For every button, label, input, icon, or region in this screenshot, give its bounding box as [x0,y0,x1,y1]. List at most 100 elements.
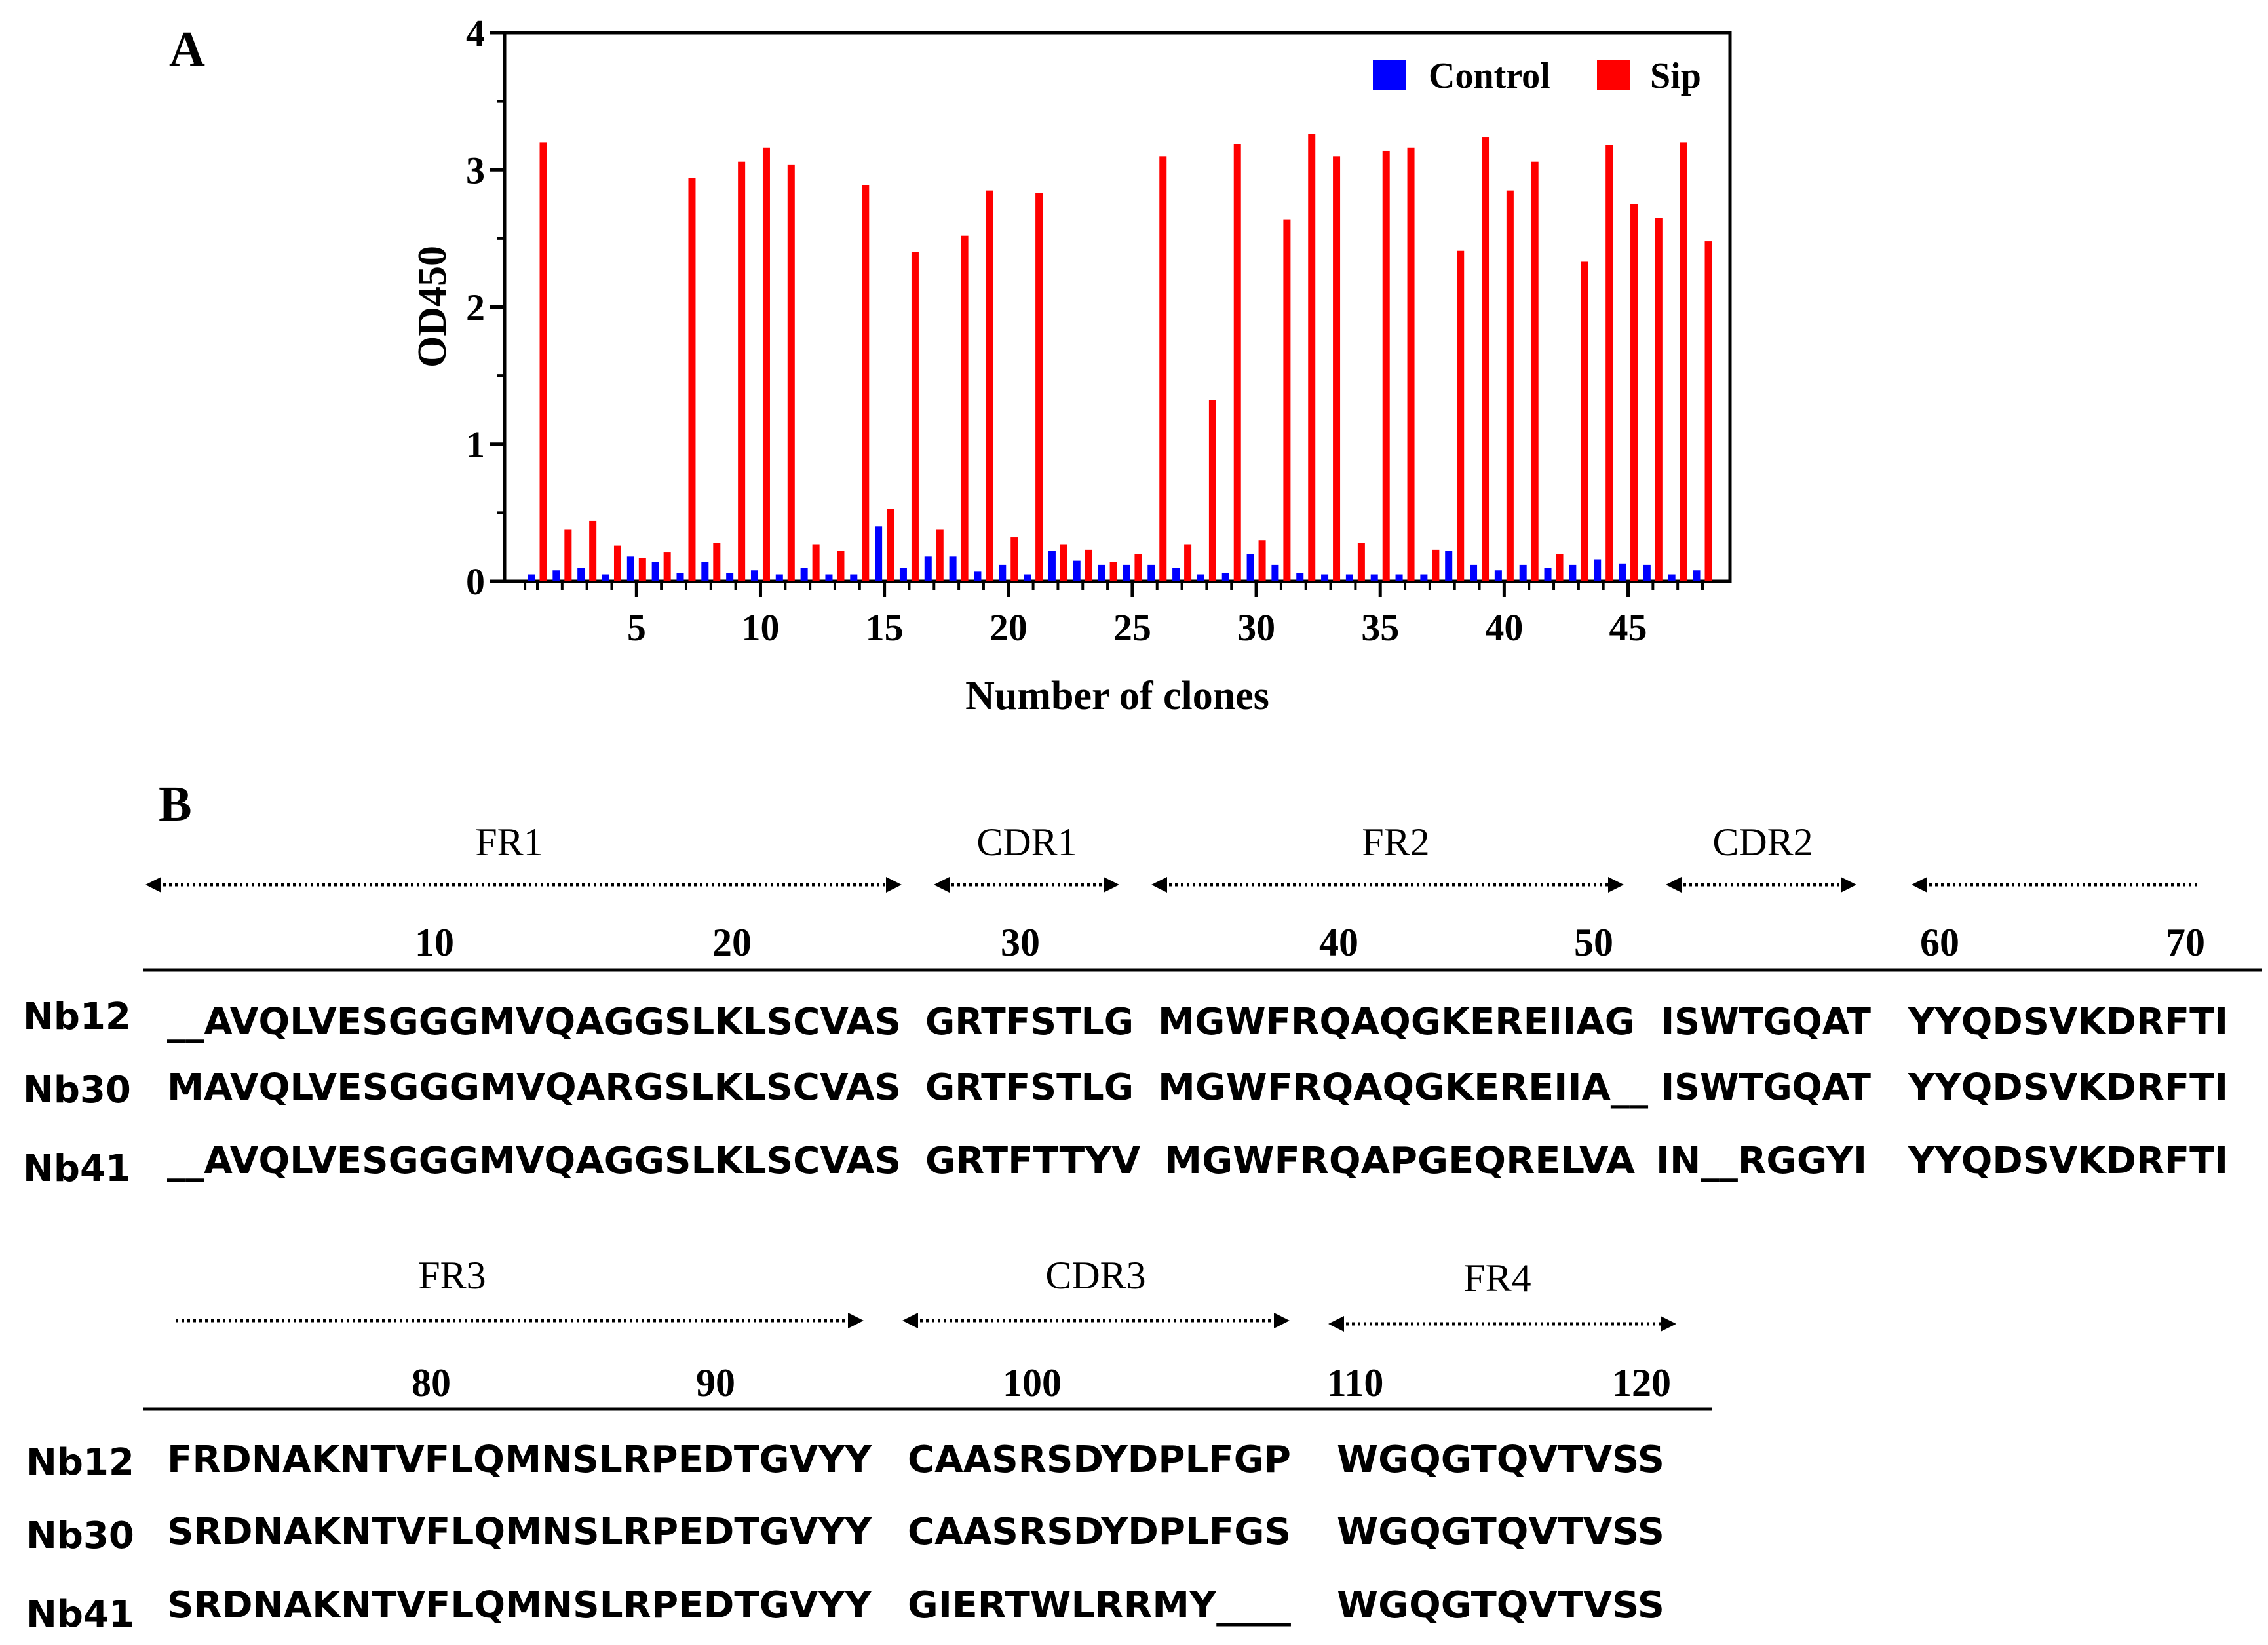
bar-control-clone-12 [800,568,808,581]
arrowhead [1151,877,1167,893]
bar-sip-clone-13 [837,551,845,581]
panel-a-letter: A [169,22,205,77]
bar-sip-clone-26 [1159,156,1167,581]
sequence-segment-cdr1: GRTFTTYV [925,1140,1141,1182]
position-50: 50 [1574,921,1613,964]
bar-control-clone-30 [1246,554,1254,581]
position-100: 100 [1003,1361,1062,1404]
arrowhead [886,877,902,893]
bar-control-clone-21 [1024,574,1031,581]
bar-sip-clone-30 [1258,540,1266,581]
position-90: 90 [696,1361,735,1404]
bar-control-clone-39 [1470,564,1478,581]
bar-control-clone-3 [577,568,585,581]
x-tick-label: 35 [1361,606,1399,649]
sequence-segment-fr4: WGQGTQVTVSS [1337,1584,1664,1627]
y-tick-label: 4 [466,12,485,54]
sequence-segment-cdr1: GRTFSTLG [925,1066,1134,1109]
bar-control-clone-16 [899,568,907,581]
position-40: 40 [1319,921,1358,964]
bar-sip-clone-20 [1010,537,1018,581]
bar-control-clone-5 [626,556,634,581]
bar-control-clone-36 [1395,574,1403,581]
sequence-segment-cdr2: ISWTGQAT [1661,1001,1871,1043]
region-label-cdr2: CDR2 [1712,821,1813,864]
position-30: 30 [1001,921,1040,964]
bar-control-clone-24 [1098,564,1105,581]
bar-control-clone-27 [1172,568,1180,581]
x-tick-label: 10 [741,606,779,649]
bar-sip-clone-41 [1531,161,1539,581]
bar-sip-clone-48 [1704,241,1712,581]
bar-sip-clone-47 [1680,142,1687,581]
bar-sip-clone-8 [713,543,721,581]
y-axis-ticks: 0 1 2 3 4 [466,12,505,603]
y-tick-label: 1 [466,423,485,466]
sequence-name: Nb12 [23,996,131,1038]
region-label-cdr3: CDR3 [1045,1254,1145,1297]
bar-control-clone-22 [1048,551,1056,581]
x-tick-label: 15 [866,606,904,649]
y-tick-label: 3 [466,149,485,191]
y-tick-label: 0 [466,560,485,603]
arrowheads-block2 [848,1313,1676,1332]
region-label-fr1: FR1 [475,821,543,864]
bar-control-clone-40 [1494,570,1502,581]
bar-sip-clone-1 [539,142,547,581]
bar-control-clone-6 [651,562,659,581]
position-120: 120 [1612,1361,1671,1404]
sequence-segment-fr3: SRDNAKNTVFLQMNSLRPEDTGVYY [167,1584,872,1627]
arrowhead [145,877,161,893]
bar-sip-clone-17 [936,529,944,581]
sequence-segment-fr2: MGWFRQAPGEQRELVA [1164,1140,1636,1182]
bar-control-clone-9 [726,573,734,581]
arrowhead [1841,877,1856,893]
bar-sip-clone-10 [762,147,770,581]
bar-control-clone-13 [825,574,833,581]
legend: Control Sip [1373,56,1701,96]
bar-control-clone-2 [552,570,560,581]
bar-sip-clone-40 [1506,190,1514,581]
bar-sip-clone-32 [1308,134,1316,582]
bar-sip-clone-24 [1109,562,1117,581]
bar-sip-clone-4 [613,545,621,581]
bar-control-clone-34 [1345,574,1353,581]
bar-sip-clone-23 [1085,549,1092,581]
sequence-segment-fr3: SRDNAKNTVFLQMNSLRPEDTGVYY [167,1511,872,1553]
bar-control-clone-28 [1197,574,1204,581]
bar-sip-clone-21 [1035,193,1043,581]
bar-sip-clone-34 [1357,543,1365,581]
x-tick-label: 20 [990,606,1028,649]
legend-swatch-control [1373,60,1406,90]
bar-control-clone-44 [1594,559,1602,581]
bar-sip-clone-25 [1134,554,1142,581]
x-tick-label: 45 [1609,606,1647,649]
bar-sip-clone-43 [1581,261,1588,581]
bar-control-clone-42 [1544,568,1552,581]
y-tick-label: 2 [466,286,485,329]
arrowheads-block1 [145,877,1927,893]
sequence-segment-fr4: WGQGTQVTVSS [1337,1439,1664,1481]
bar-control-clone-29 [1221,573,1229,581]
bar-sip-clone-22 [1060,544,1067,581]
bar-sip-clone-18 [961,235,969,581]
sequence-name: Nb30 [26,1515,134,1557]
sequence-segment-cdr2: ISWTGQAT [1661,1066,1871,1109]
bar-control-clone-32 [1296,573,1304,581]
sequence-segment-fr3: YYQDSVKDRFTI [1908,1001,2228,1043]
bar-control-clone-8 [701,562,709,581]
x-tick-label: 5 [627,606,646,649]
position-110: 110 [1327,1361,1384,1404]
bar-sip-clone-19 [986,190,993,581]
position-60: 60 [1920,921,1959,964]
sequence-segment-fr3: YYQDSVKDRFTI [1908,1140,2228,1182]
sequence-name: Nb41 [26,1593,134,1636]
bar-control-clone-20 [999,564,1007,581]
bar-sip-clone-11 [787,164,795,581]
bar-sip-clone-38 [1457,250,1465,581]
arrowhead [848,1313,864,1328]
bar-control-clone-35 [1370,574,1378,581]
bar-control-clone-1 [528,574,535,581]
position-10: 10 [415,921,454,964]
region-label-fr4: FR4 [1463,1256,1531,1300]
